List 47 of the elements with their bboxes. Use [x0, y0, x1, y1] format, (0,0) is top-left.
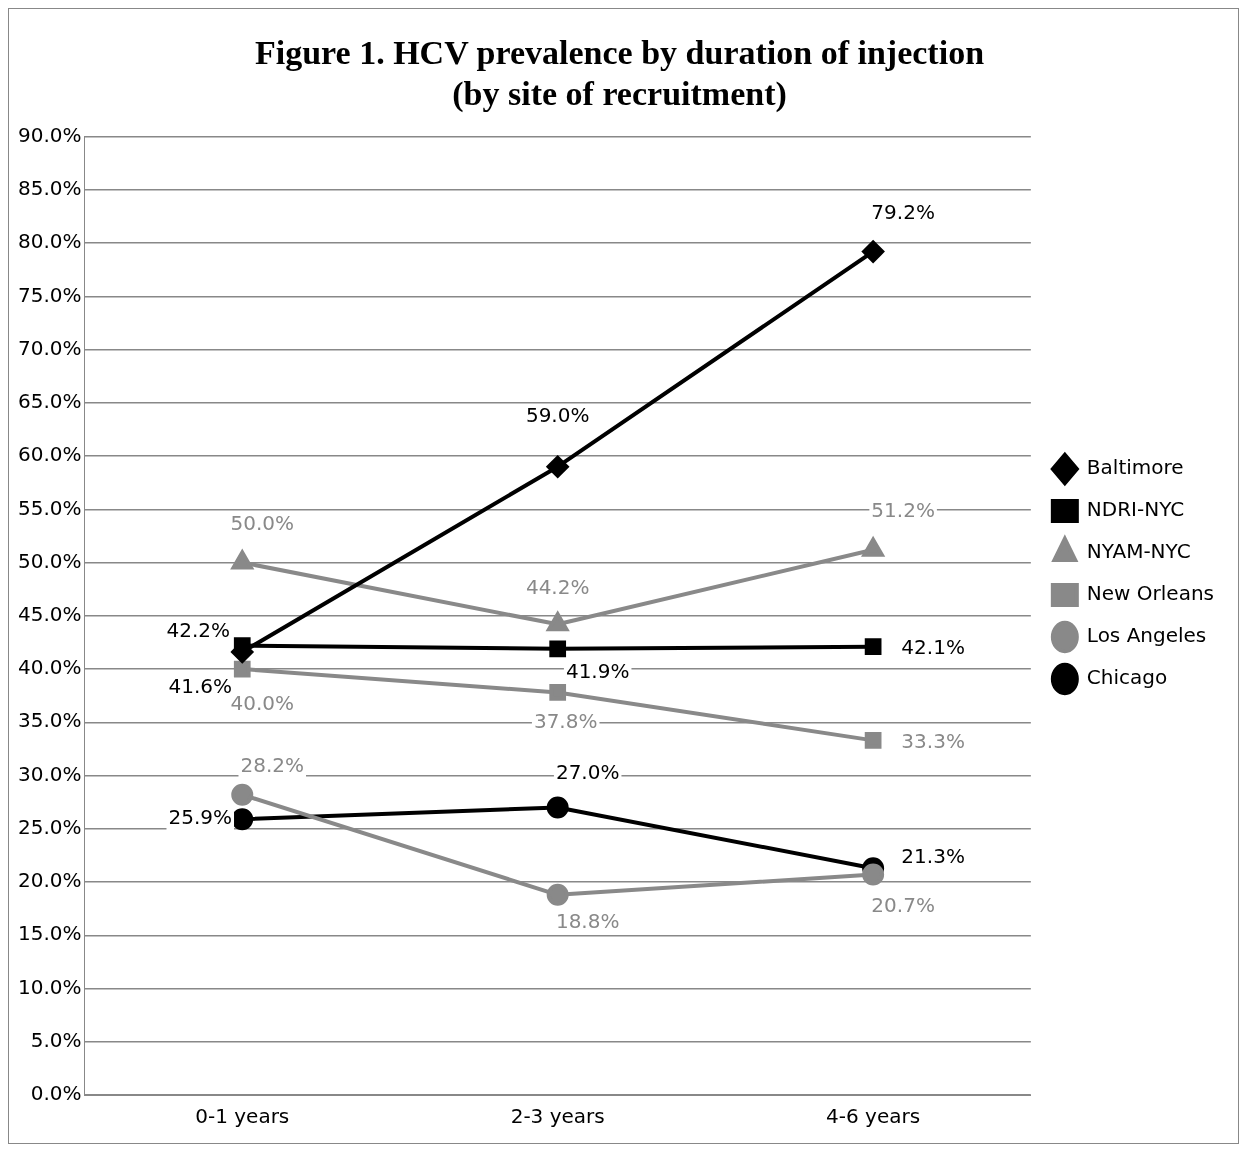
- y-tick-label: 70.0%: [17, 335, 82, 360]
- y-tick-label: 45.0%: [17, 602, 82, 626]
- data-label: 41.9%: [565, 659, 630, 684]
- data-label: 51.2%: [871, 497, 935, 522]
- y-tick-label: 20.0%: [17, 868, 82, 893]
- y-tick-label: 50.0%: [17, 548, 82, 573]
- y-tick-label: 5.0%: [30, 1027, 82, 1052]
- y-tick-label: 90.0%: [17, 122, 82, 147]
- y-tick-label: 55.0%: [17, 495, 82, 520]
- y-tick-label: 80.0%: [17, 229, 82, 254]
- legend-label: Chicago: [1086, 665, 1168, 690]
- data-label: 40.0%: [230, 691, 295, 716]
- y-tick-label: 60.0%: [17, 442, 82, 467]
- legend-label: Los Angeles: [1086, 623, 1207, 648]
- y-tick-label: 65.0%: [17, 389, 82, 414]
- data-label: 25.9%: [168, 805, 233, 830]
- data-label: 42.2%: [166, 617, 231, 642]
- chart-title: Figure 1. HCV prevalence by duration of injection (by site of recruitment): [254, 34, 985, 113]
- x-tick-label: 2-3 years: [510, 1104, 605, 1129]
- legend-label: New Orleans: [1086, 581, 1215, 606]
- y-tick-label: 10.0%: [17, 974, 82, 999]
- y-tick-label: 0.0%: [30, 1081, 82, 1106]
- y-tick-label: 85.0%: [17, 176, 82, 201]
- data-label: 42.1%: [901, 634, 965, 659]
- data-label: 27.0%: [555, 759, 620, 784]
- data-label: 79.2%: [871, 199, 935, 224]
- x-tick-label: 4-6 years: [826, 1104, 921, 1129]
- data-label: 59.0%: [525, 402, 590, 427]
- y-tick-label: 30.0%: [17, 761, 82, 786]
- y-tick-label: 25.0%: [17, 814, 82, 839]
- x-tick-label: 0-1 years: [195, 1104, 290, 1129]
- y-tick-label: 35.0%: [17, 708, 82, 733]
- legend-label: NYAM-NYC: [1086, 539, 1191, 564]
- y-tick-label: 40.0%: [17, 655, 82, 680]
- data-label: 44.2%: [525, 574, 590, 599]
- legend-label: NDRI-NYC: [1086, 497, 1185, 522]
- data-label: 50.0%: [230, 510, 295, 535]
- data-label: 18.8%: [555, 909, 620, 933]
- data-label: 20.7%: [871, 892, 935, 917]
- legend-label: Baltimore: [1086, 455, 1184, 480]
- y-tick-label: 15.0%: [17, 921, 82, 946]
- y-tick-label: 75.0%: [17, 282, 82, 307]
- data-label: 28.2%: [240, 752, 305, 777]
- data-label: 41.6%: [168, 674, 233, 699]
- data-label: 37.8%: [533, 708, 598, 733]
- data-label: 33.3%: [901, 728, 965, 753]
- data-label: 21.3%: [901, 844, 965, 869]
